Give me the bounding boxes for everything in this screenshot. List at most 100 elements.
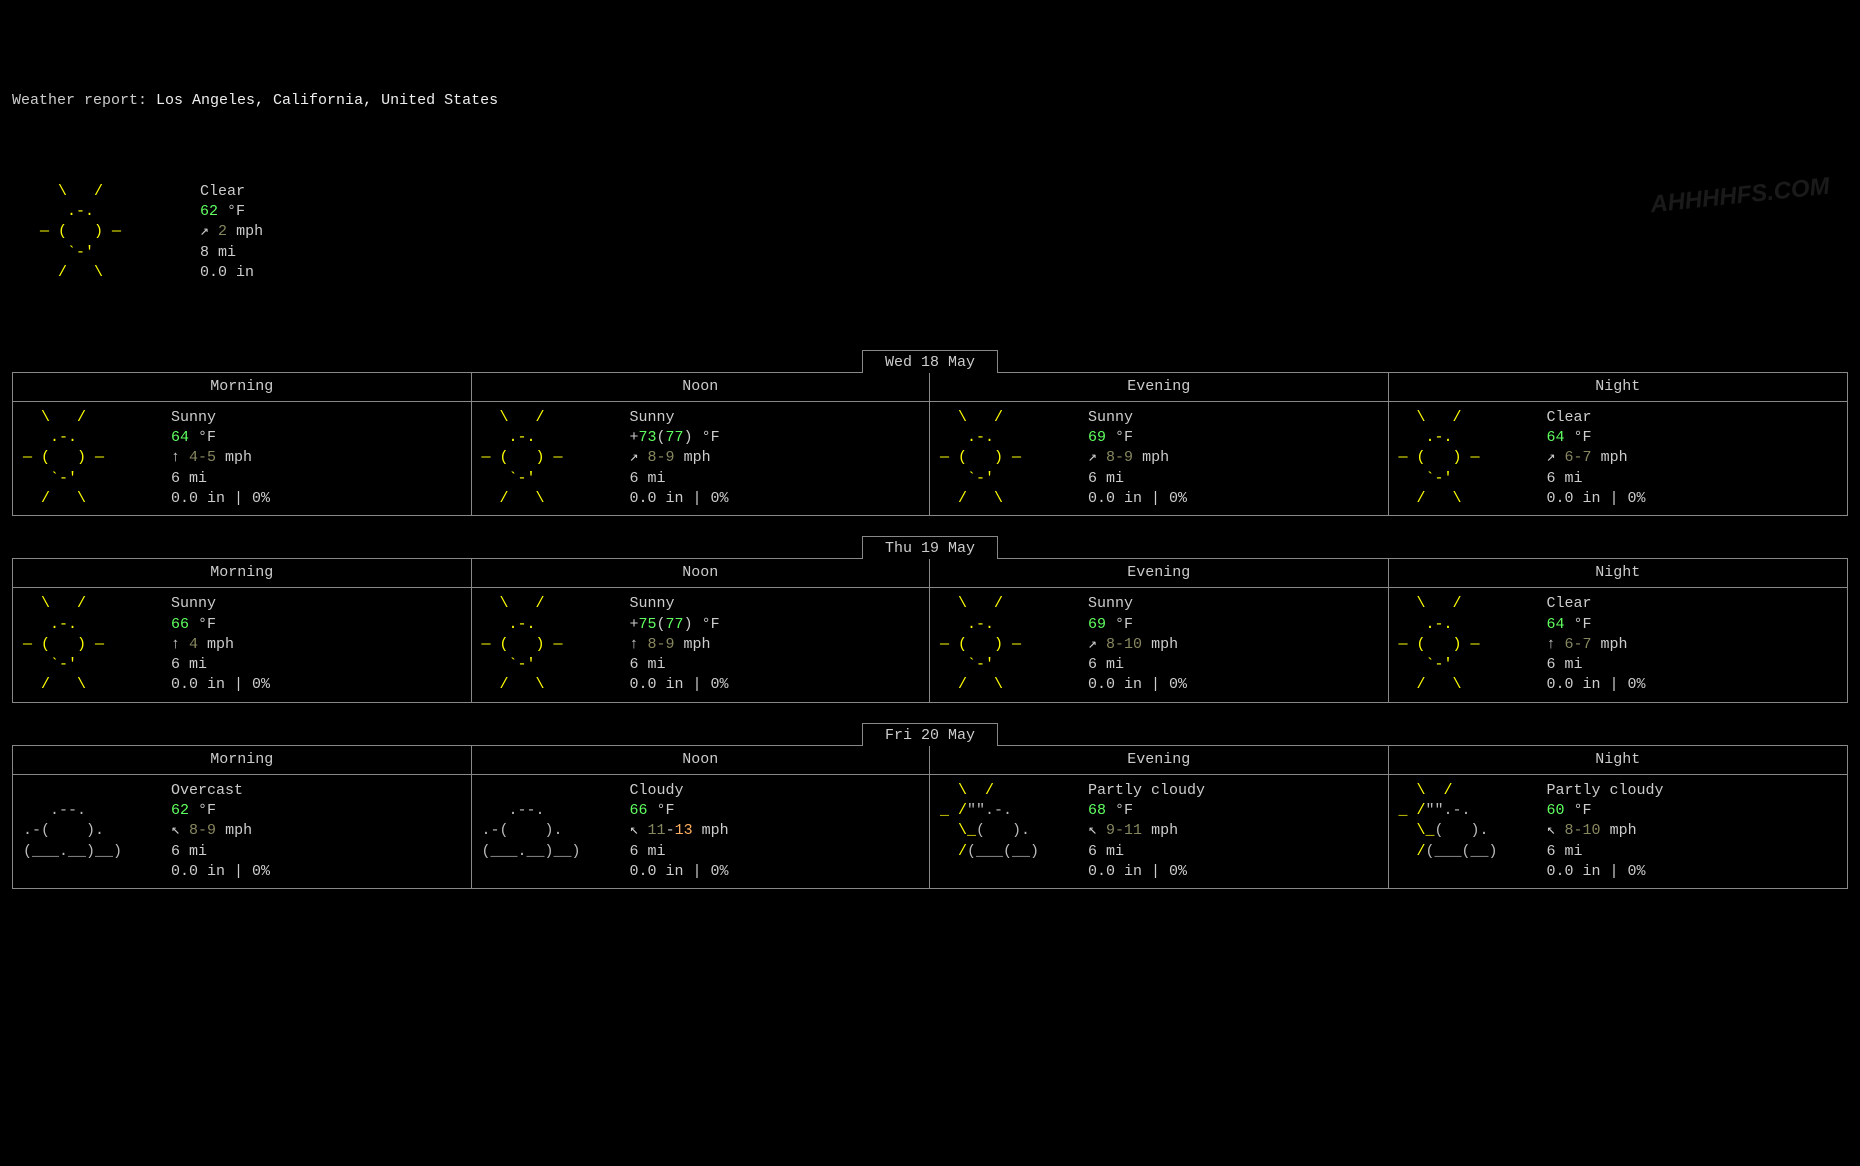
forecast-day: Fri 20 MayMorningNoonEveningNight .--. .…	[12, 723, 1848, 890]
precipitation-text: 0.0 in | 0%	[1088, 863, 1187, 880]
date-label: Fri 20 May	[862, 723, 998, 746]
visibility-text: 6 mi	[1547, 656, 1583, 673]
temperature-value: 60	[1547, 802, 1565, 819]
visibility-text: 8 mi	[200, 244, 236, 261]
temperature-unit: °F	[693, 616, 720, 633]
condition-text: Sunny	[171, 409, 216, 426]
wind-unit: mph	[1142, 822, 1178, 839]
wind-value: 8-9	[648, 449, 675, 466]
period-header: Morning	[13, 746, 472, 774]
period-header: Night	[1389, 559, 1848, 587]
forecast-cell: .--. .-( ). (___.__)__) Overcast 62 °F ↖…	[13, 775, 472, 888]
forecast-data: Sunny 69 °F ↗ 8-10 mph 6 mi 0.0 in | 0%	[1088, 594, 1187, 695]
wind-value: 8-9	[1106, 449, 1133, 466]
precipitation-text: 0.0 in | 0%	[630, 863, 729, 880]
wind-unit: mph	[693, 822, 729, 839]
sun-icon: \ / .-. ― ( ) ― `-' / \	[482, 594, 630, 695]
forecast-cell: \ / .-. ― ( ) ― `-' / \ Sunny 66 °F ↑ 4 …	[13, 588, 472, 701]
temperature-value: 64	[1547, 616, 1565, 633]
wind-unit: mph	[227, 223, 263, 240]
precipitation-text: 0.0 in | 0%	[171, 490, 270, 507]
partly-cloudy-icon: \ / _ /"".-. \_( ). /(___(__)	[940, 781, 1088, 882]
wind-arrow-icon: ↑	[1547, 636, 1565, 653]
temperature-value: 62	[171, 802, 189, 819]
current-conditions: \ / .-. ― ( ) ― `-' / \ Clear 62 °F ↗ 2 …	[40, 182, 1848, 283]
wind-arrow-icon: ↗	[1088, 636, 1106, 653]
condition-text: Overcast	[171, 782, 243, 799]
wind-value: 2	[218, 223, 227, 240]
report-header: Weather report: Los Angeles, California,…	[12, 91, 1848, 111]
temperature-value: 75	[639, 616, 657, 633]
forecast-day: Wed 18 MayMorningNoonEveningNight \ / .-…	[12, 350, 1848, 517]
forecast-data: Cloudy 66 °F ↖ 11-13 mph 6 mi 0.0 in | 0…	[630, 781, 729, 882]
condition-text: Sunny	[630, 409, 675, 426]
condition-text: Sunny	[1088, 409, 1133, 426]
period-header: Evening	[930, 559, 1389, 587]
wind-unit: mph	[675, 449, 711, 466]
wind-arrow-icon: ↖	[1547, 822, 1565, 839]
sun-icon: \ / .-. ― ( ) ― `-' / \	[1399, 594, 1547, 695]
wind-arrow-icon: ↑	[630, 636, 648, 653]
temperature-unit: °F	[189, 802, 216, 819]
period-header: Evening	[930, 373, 1389, 401]
condition-text: Sunny	[1088, 595, 1133, 612]
sun-icon: \ / .-. ― ( ) ― `-' / \	[40, 182, 200, 283]
period-cells: \ / .-. ― ( ) ― `-' / \ Sunny 66 °F ↑ 4 …	[12, 587, 1848, 702]
wind-value: 6-7	[1565, 449, 1592, 466]
forecast-data: Clear 64 °F ↗ 6-7 mph 6 mi 0.0 in | 0%	[1547, 408, 1646, 509]
wind-unit: mph	[675, 636, 711, 653]
forecast-data: Partly cloudy 60 °F ↖ 8-10 mph 6 mi 0.0 …	[1547, 781, 1664, 882]
period-cells: \ / .-. ― ( ) ― `-' / \ Sunny 64 °F ↑ 4-…	[12, 401, 1848, 516]
temperature-value: 66	[171, 616, 189, 633]
wind-unit: mph	[198, 636, 234, 653]
forecast-cell: \ / .-. ― ( ) ― `-' / \ Clear 64 °F ↗ 6-…	[1389, 402, 1848, 515]
wind-value: 11	[648, 822, 666, 839]
temperature-value: 69	[1088, 616, 1106, 633]
wind-arrow-icon: ↖	[1088, 822, 1106, 839]
forecast-cell: \ / .-. ― ( ) ― `-' / \ Sunny +73(77) °F…	[472, 402, 931, 515]
temperature-value: 66	[630, 802, 648, 819]
visibility-text: 6 mi	[1547, 843, 1583, 860]
precipitation-text: 0.0 in | 0%	[1088, 676, 1187, 693]
forecast-data: Clear 64 °F ↑ 6-7 mph 6 mi 0.0 in | 0%	[1547, 594, 1646, 695]
wind-value: 8-10	[1565, 822, 1601, 839]
temperature-unit: °F	[1106, 429, 1133, 446]
header-label: Weather report:	[12, 92, 156, 109]
precipitation-text: 0.0 in | 0%	[630, 490, 729, 507]
forecast-cell: \ / _ /"".-. \_( ). /(___(__) Partly clo…	[930, 775, 1389, 888]
temperature-unit: °F	[1565, 429, 1592, 446]
visibility-text: 6 mi	[1088, 656, 1124, 673]
period-header: Morning	[13, 559, 472, 587]
wind-arrow-icon: ↗	[1547, 449, 1565, 466]
condition-text: Partly cloudy	[1547, 782, 1664, 799]
precipitation-text: 0.0 in | 0%	[1088, 490, 1187, 507]
precipitation-text: 0.0 in | 0%	[1547, 490, 1646, 507]
period-header: Night	[1389, 373, 1848, 401]
temperature-unit: °F	[1565, 616, 1592, 633]
precipitation-text: 0.0 in | 0%	[1547, 676, 1646, 693]
visibility-text: 6 mi	[171, 470, 207, 487]
temperature-feels-like: 77	[666, 429, 684, 446]
wind-arrow-icon: ↗	[1088, 449, 1106, 466]
forecast-data: Overcast 62 °F ↖ 8-9 mph 6 mi 0.0 in | 0…	[171, 781, 270, 882]
wind-value: 6-7	[1565, 636, 1592, 653]
wind-arrow-icon: ↑	[171, 636, 189, 653]
temperature-value: 73	[639, 429, 657, 446]
condition-text: Clear	[1547, 595, 1592, 612]
forecast-cell: .--. .-( ). (___.__)__) Cloudy 66 °F ↖ 1…	[472, 775, 931, 888]
visibility-text: 6 mi	[1088, 843, 1124, 860]
forecast-cell: \ / .-. ― ( ) ― `-' / \ Sunny +75(77) °F…	[472, 588, 931, 701]
visibility-text: 6 mi	[630, 843, 666, 860]
forecast-data: Sunny +75(77) °F ↑ 8-9 mph 6 mi 0.0 in |…	[630, 594, 729, 695]
header-location: Los Angeles, California, United States	[156, 92, 498, 109]
temperature-unit: °F	[189, 616, 216, 633]
temperature-unit: °F	[1106, 802, 1133, 819]
period-header: Noon	[472, 746, 931, 774]
wind-arrow-icon: ↑	[171, 449, 189, 466]
temperature-value: 69	[1088, 429, 1106, 446]
wind-value: 8-10	[1106, 636, 1142, 653]
precipitation-text: 0.0 in	[200, 264, 254, 281]
temperature-unit: °F	[648, 802, 675, 819]
wind-arrow-icon: ↗	[630, 449, 648, 466]
temperature-unit: °F	[218, 203, 245, 220]
